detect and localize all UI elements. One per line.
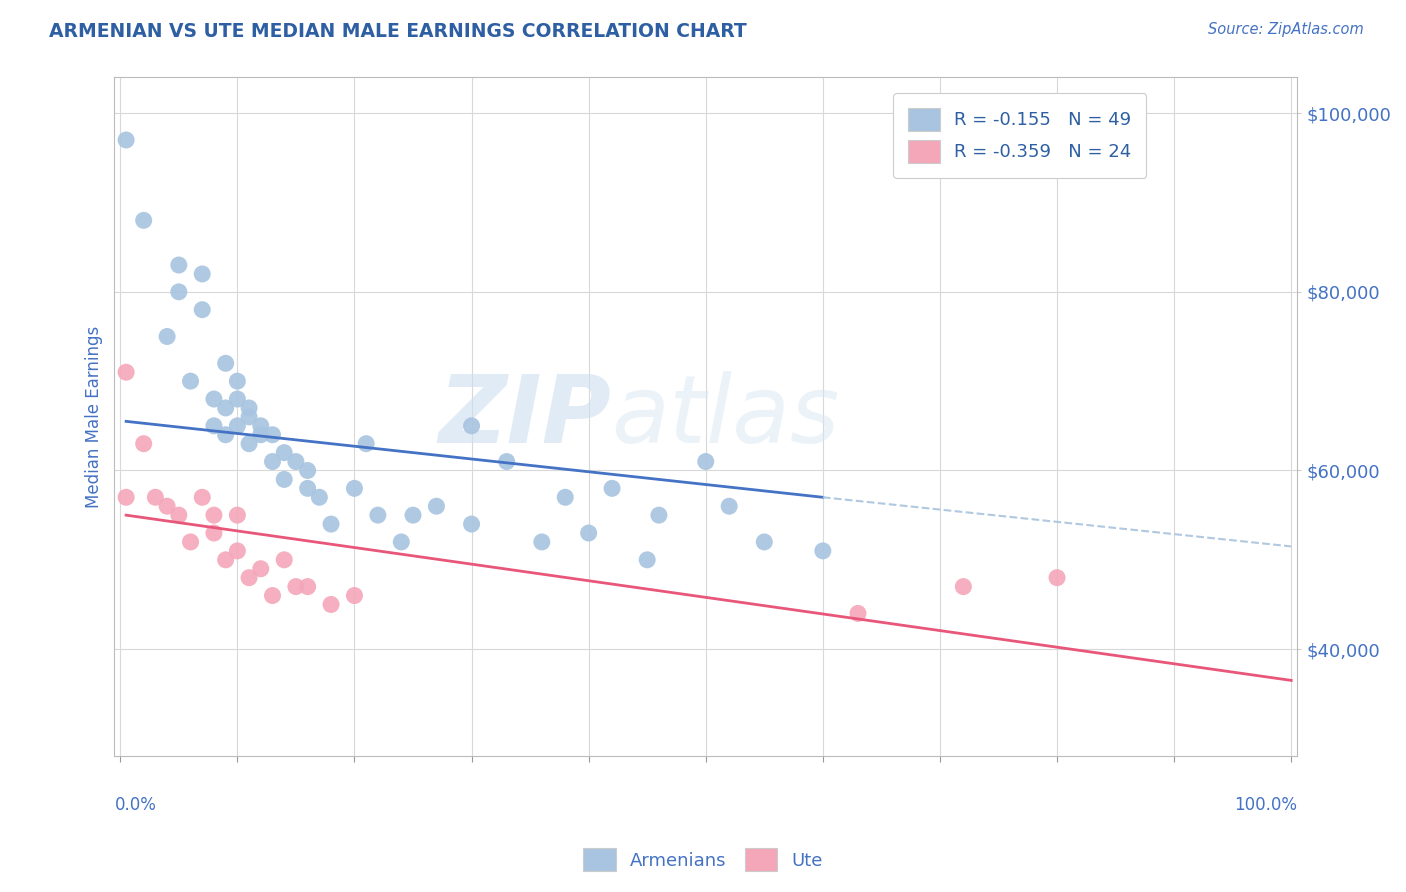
Text: atlas: atlas — [612, 371, 839, 462]
Point — [180, 374, 202, 388]
Point — [695, 454, 717, 468]
Point — [319, 598, 342, 612]
Text: Source: ZipAtlas.com: Source: ZipAtlas.com — [1208, 22, 1364, 37]
Point — [718, 500, 741, 514]
Point — [238, 401, 260, 415]
Point — [214, 427, 236, 442]
Point — [1046, 571, 1069, 585]
Point — [460, 418, 482, 433]
Point — [308, 490, 330, 504]
Point — [214, 356, 236, 370]
Point — [578, 526, 600, 541]
Point — [191, 490, 214, 504]
Point — [273, 553, 295, 567]
Point — [214, 401, 236, 415]
Point — [249, 562, 271, 576]
Point — [262, 589, 284, 603]
Point — [495, 454, 517, 468]
Text: 100.0%: 100.0% — [1234, 796, 1298, 814]
Legend: R = -0.155   N = 49, R = -0.359   N = 24: R = -0.155 N = 49, R = -0.359 N = 24 — [893, 94, 1146, 178]
Point — [156, 500, 179, 514]
Text: ZIP: ZIP — [439, 371, 612, 463]
Point — [202, 392, 225, 406]
Point — [132, 213, 155, 227]
Text: 0.0%: 0.0% — [114, 796, 156, 814]
Point — [389, 535, 412, 549]
Point — [202, 526, 225, 541]
Point — [214, 553, 236, 567]
Point — [145, 490, 167, 504]
Point — [167, 258, 190, 272]
Point — [284, 580, 307, 594]
Point — [132, 436, 155, 450]
Point — [319, 517, 342, 532]
Point — [343, 481, 366, 495]
Point — [460, 517, 482, 532]
Point — [202, 508, 225, 523]
Point — [262, 454, 284, 468]
Point — [343, 589, 366, 603]
Point — [115, 490, 138, 504]
Point — [648, 508, 671, 523]
Point — [167, 285, 190, 299]
Point — [249, 427, 271, 442]
Point — [180, 535, 202, 549]
Y-axis label: Median Male Earnings: Median Male Earnings — [86, 326, 103, 508]
Point — [249, 418, 271, 433]
Text: ARMENIAN VS UTE MEDIAN MALE EARNINGS CORRELATION CHART: ARMENIAN VS UTE MEDIAN MALE EARNINGS COR… — [49, 22, 747, 41]
Point — [226, 374, 249, 388]
Point — [425, 500, 447, 514]
Point — [754, 535, 776, 549]
Point — [297, 463, 319, 477]
Point — [191, 267, 214, 281]
Point — [262, 427, 284, 442]
Point — [226, 392, 249, 406]
Point — [115, 365, 138, 379]
Point — [636, 553, 658, 567]
Legend: Armenians, Ute: Armenians, Ute — [576, 841, 830, 879]
Point — [156, 329, 179, 343]
Point — [273, 472, 295, 486]
Point — [952, 580, 974, 594]
Point — [226, 418, 249, 433]
Point — [846, 607, 869, 621]
Point — [191, 302, 214, 317]
Point — [115, 133, 138, 147]
Point — [367, 508, 389, 523]
Point — [600, 481, 623, 495]
Point — [273, 445, 295, 459]
Point — [284, 454, 307, 468]
Point — [554, 490, 576, 504]
Point — [811, 544, 834, 558]
Point — [238, 409, 260, 424]
Point — [297, 580, 319, 594]
Point — [167, 508, 190, 523]
Point — [202, 418, 225, 433]
Point — [226, 508, 249, 523]
Point — [354, 436, 377, 450]
Point — [530, 535, 553, 549]
Point — [297, 481, 319, 495]
Point — [238, 571, 260, 585]
Point — [238, 436, 260, 450]
Point — [226, 544, 249, 558]
Point — [402, 508, 425, 523]
